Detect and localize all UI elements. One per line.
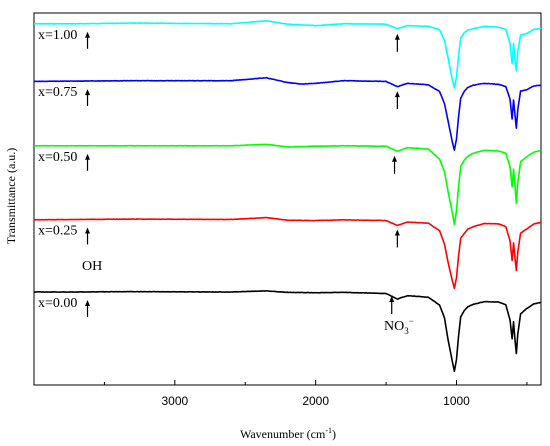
no3-annotation-superscript: −: [409, 316, 414, 326]
series-group: [33, 20, 542, 373]
series-label-3: x=0.25: [38, 223, 77, 238]
oh-arrow-1: [85, 89, 91, 107]
no3-annotation: NO3−: [384, 316, 414, 336]
plot-frame: [33, 12, 542, 386]
oh-arrow-4: [85, 300, 91, 317]
x-axis-ticks: 3000 2000 1000: [103, 380, 528, 408]
x-tick-label-1000: 1000: [443, 394, 470, 408]
oh-arrow-3: [85, 227, 91, 245]
no3-arrow-3: [394, 229, 400, 248]
x-axis-title-close: ): [332, 427, 336, 441]
oh-annotation: OH: [82, 259, 102, 274]
oh-arrow-2: [85, 153, 91, 171]
no3-arrow-0: [394, 33, 400, 52]
series-label-1: x=0.75: [38, 85, 77, 100]
series-line-0: [33, 20, 542, 89]
no3-annotation-subscript: 3: [404, 326, 409, 336]
series-line-3: [33, 216, 542, 290]
y-axis-title: Transmittance (a.u.): [4, 148, 18, 245]
x-tick-label-2000: 2000: [302, 394, 329, 408]
series-label-4: x=0.00: [38, 296, 77, 311]
oh-arrow-0: [85, 31, 91, 49]
x-tick-label-3000: 3000: [161, 394, 188, 408]
series-label-0: x=1.00: [38, 28, 77, 43]
x-axis-title-superscript: -1: [325, 426, 332, 435]
no3-arrow-4: [389, 296, 395, 314]
series-line-1: [33, 76, 542, 151]
series-line-4: [33, 290, 542, 373]
series-label-2: x=0.50: [38, 150, 77, 165]
no3-arrow-2: [392, 155, 398, 174]
series-line-2: [33, 143, 542, 226]
x-axis-title: Wavenumber (cm-1): [240, 426, 336, 441]
x-axis-title-main: Wavenumber (cm: [240, 427, 326, 441]
no3-arrow-1: [394, 91, 400, 110]
no3-annotation-base: NO: [384, 319, 404, 334]
band-arrows: [85, 31, 400, 317]
series-labels: x=1.00 x=0.75 x=0.50 x=0.25 x=0.00: [38, 28, 77, 311]
